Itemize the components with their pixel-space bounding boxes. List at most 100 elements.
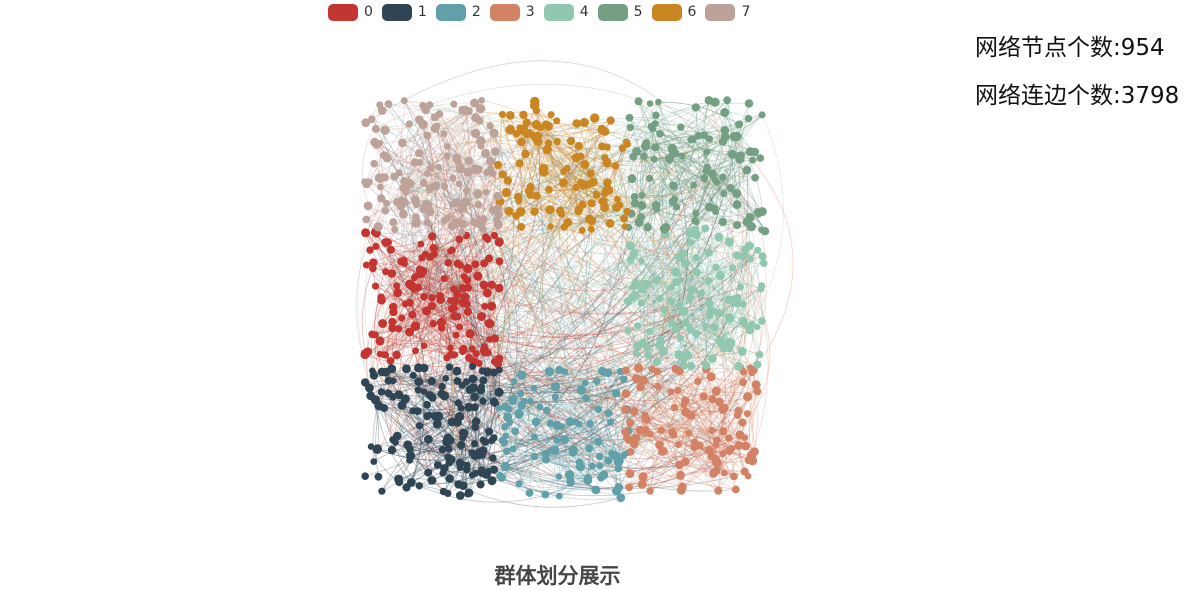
graph-edge bbox=[637, 288, 762, 327]
graph-edge bbox=[484, 350, 744, 401]
legend-item-4[interactable]: 4 bbox=[543, 4, 589, 21]
graph-node bbox=[738, 316, 748, 327]
graph-node bbox=[414, 283, 423, 292]
graph-node bbox=[453, 259, 462, 268]
graph-edge bbox=[614, 147, 623, 208]
graph-edge bbox=[629, 117, 738, 226]
graph-edge bbox=[574, 122, 585, 231]
graph-node bbox=[625, 469, 635, 478]
graph-edge bbox=[606, 146, 628, 212]
graph-edge bbox=[426, 172, 493, 382]
graph-edge bbox=[642, 169, 748, 197]
graph-edge bbox=[608, 300, 629, 454]
legend-item-0[interactable]: 0 bbox=[328, 4, 373, 21]
graph-edge bbox=[518, 386, 658, 484]
graph-node bbox=[444, 214, 451, 222]
graph-edge bbox=[564, 369, 625, 380]
graph-edge bbox=[382, 278, 445, 324]
graph-edge bbox=[554, 450, 619, 463]
graph-edge bbox=[729, 241, 762, 287]
graph-node bbox=[637, 284, 647, 294]
graph-edge bbox=[497, 162, 608, 183]
graph-edge bbox=[561, 426, 609, 461]
graph-node bbox=[725, 434, 733, 442]
graph-edge bbox=[498, 407, 520, 485]
graph-node bbox=[397, 196, 406, 205]
graph-node bbox=[651, 201, 661, 211]
graph-edge bbox=[634, 294, 750, 331]
graph-edge bbox=[404, 180, 616, 456]
graph-edge bbox=[627, 288, 762, 331]
legend-item-1[interactable]: 1 bbox=[381, 4, 427, 21]
graph-node bbox=[656, 336, 665, 345]
graph-edge bbox=[689, 254, 738, 330]
graph-edge bbox=[627, 321, 686, 331]
graph-edge bbox=[633, 368, 676, 412]
graph-node bbox=[708, 395, 717, 404]
graph-edge bbox=[561, 426, 628, 454]
graph-edge bbox=[559, 369, 609, 414]
graph-edge bbox=[480, 223, 730, 439]
graph-edge bbox=[436, 126, 647, 421]
graph-edge bbox=[460, 265, 489, 353]
graph-edge bbox=[524, 126, 763, 257]
legend-item-5[interactable]: 5 bbox=[597, 4, 643, 21]
graph-edge bbox=[364, 251, 451, 355]
graph-edge bbox=[559, 369, 616, 457]
graph-edge bbox=[664, 233, 743, 352]
graph-edge bbox=[388, 103, 744, 305]
graph-edge bbox=[484, 306, 496, 362]
graph-node bbox=[573, 119, 582, 128]
graph-node bbox=[545, 185, 553, 194]
graph-edge bbox=[512, 229, 592, 402]
graph-node bbox=[690, 181, 698, 189]
graph-edge bbox=[501, 439, 635, 478]
legend-item-7[interactable]: 7 bbox=[705, 4, 750, 21]
graph-node bbox=[620, 214, 629, 223]
graph-edge bbox=[632, 296, 681, 339]
graph-node bbox=[613, 195, 621, 203]
graph-node bbox=[726, 184, 735, 192]
graph-edge bbox=[466, 126, 544, 466]
graph-edge bbox=[638, 193, 724, 223]
graph-edge bbox=[467, 270, 739, 313]
graph-node bbox=[429, 319, 437, 328]
graph-edge bbox=[439, 113, 473, 309]
graph-node bbox=[634, 97, 643, 106]
legend-item-6[interactable]: 6 bbox=[651, 4, 696, 21]
graph-node bbox=[732, 189, 742, 198]
graph-node bbox=[425, 207, 435, 216]
graph-node bbox=[686, 361, 696, 371]
graph-edge bbox=[463, 254, 746, 487]
graph-edge bbox=[637, 257, 697, 347]
graph-edge bbox=[366, 264, 425, 346]
graph-edge bbox=[391, 368, 495, 439]
graph-edge bbox=[627, 254, 738, 331]
graph-node bbox=[638, 472, 648, 482]
graph-edge bbox=[520, 131, 606, 212]
graph-edge bbox=[409, 136, 735, 303]
graph-node bbox=[435, 163, 443, 171]
graph-node bbox=[636, 383, 645, 392]
graph-edge bbox=[447, 146, 479, 205]
graph-node bbox=[687, 238, 695, 246]
legend-swatch bbox=[651, 4, 682, 21]
graph-node bbox=[643, 223, 652, 232]
graph-edge bbox=[383, 249, 453, 355]
legend-item-3[interactable]: 3 bbox=[489, 4, 535, 21]
graph-edge bbox=[391, 267, 648, 348]
graph-edge bbox=[413, 359, 685, 403]
graph-node bbox=[629, 249, 639, 258]
graph-edge bbox=[589, 218, 698, 274]
graph-node bbox=[592, 190, 601, 199]
graph-edge bbox=[409, 331, 443, 387]
graph-node bbox=[476, 136, 486, 146]
graph-node bbox=[531, 433, 538, 441]
graph-edge bbox=[487, 266, 672, 294]
graph-edge bbox=[711, 254, 746, 359]
legend-item-2[interactable]: 2 bbox=[435, 4, 481, 21]
graph-node bbox=[668, 428, 677, 437]
graph-node bbox=[724, 237, 735, 247]
graph-node bbox=[719, 427, 728, 436]
graph-edge bbox=[463, 167, 708, 350]
